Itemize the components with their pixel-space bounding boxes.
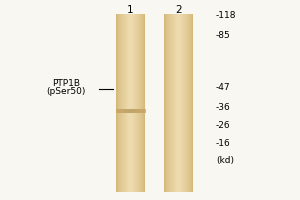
Bar bbox=[121, 14, 122, 192]
Bar bbox=[139, 14, 140, 192]
Text: -118: -118 bbox=[216, 10, 236, 20]
Bar bbox=[118, 109, 120, 113]
Bar bbox=[135, 109, 136, 113]
Bar bbox=[131, 14, 132, 192]
Bar bbox=[125, 14, 126, 192]
Bar bbox=[134, 14, 135, 192]
Bar bbox=[177, 14, 178, 192]
Bar bbox=[179, 14, 180, 192]
Text: (pSer50): (pSer50) bbox=[46, 87, 86, 96]
Bar bbox=[132, 14, 133, 192]
Bar bbox=[117, 14, 118, 192]
Bar bbox=[130, 109, 132, 113]
Bar bbox=[129, 14, 130, 192]
Bar bbox=[116, 109, 117, 113]
Bar bbox=[185, 14, 186, 192]
Bar bbox=[174, 14, 175, 192]
Text: -47: -47 bbox=[216, 83, 231, 92]
Bar bbox=[136, 109, 138, 113]
Bar bbox=[127, 14, 128, 192]
Bar bbox=[142, 109, 144, 113]
Text: 2: 2 bbox=[175, 5, 182, 15]
Bar bbox=[119, 14, 120, 192]
Bar bbox=[130, 14, 131, 192]
Bar bbox=[129, 109, 130, 113]
Bar bbox=[192, 14, 193, 192]
Bar bbox=[120, 109, 122, 113]
Bar bbox=[140, 14, 141, 192]
Bar bbox=[189, 14, 190, 192]
Bar bbox=[166, 14, 167, 192]
Bar bbox=[126, 109, 128, 113]
Text: PTP1B: PTP1B bbox=[52, 78, 80, 88]
Bar bbox=[144, 14, 145, 192]
Bar bbox=[165, 14, 166, 192]
Bar bbox=[123, 14, 124, 192]
Bar bbox=[183, 14, 184, 192]
Bar bbox=[170, 14, 171, 192]
Bar bbox=[124, 109, 126, 113]
Text: -85: -85 bbox=[216, 30, 231, 40]
Bar bbox=[126, 14, 127, 192]
Bar bbox=[116, 14, 117, 192]
Bar bbox=[117, 109, 118, 113]
Bar bbox=[144, 109, 146, 113]
Bar bbox=[187, 14, 188, 192]
Text: 1: 1 bbox=[127, 5, 134, 15]
Bar bbox=[123, 109, 124, 113]
Text: (kd): (kd) bbox=[216, 156, 234, 164]
Bar bbox=[122, 14, 123, 192]
Bar bbox=[186, 14, 187, 192]
Bar bbox=[120, 14, 121, 192]
Bar bbox=[134, 109, 135, 113]
Bar bbox=[181, 14, 182, 192]
Bar bbox=[143, 14, 144, 192]
Bar bbox=[133, 14, 134, 192]
Bar bbox=[138, 109, 140, 113]
Bar bbox=[168, 14, 169, 192]
Bar bbox=[164, 14, 165, 192]
Bar bbox=[142, 14, 143, 192]
Text: -16: -16 bbox=[216, 138, 231, 147]
Bar bbox=[128, 109, 129, 113]
Bar bbox=[188, 14, 189, 192]
Bar bbox=[173, 14, 174, 192]
Bar bbox=[138, 14, 139, 192]
Bar bbox=[171, 14, 172, 192]
Bar bbox=[128, 14, 129, 192]
Bar bbox=[191, 14, 192, 192]
Bar bbox=[190, 14, 191, 192]
Bar bbox=[118, 14, 119, 192]
Bar bbox=[140, 109, 141, 113]
Bar bbox=[180, 14, 181, 192]
Text: -26: -26 bbox=[216, 120, 231, 130]
Bar bbox=[176, 14, 177, 192]
Bar bbox=[122, 109, 123, 113]
Text: -36: -36 bbox=[216, 102, 231, 112]
Bar bbox=[132, 109, 134, 113]
Bar bbox=[182, 14, 183, 192]
Bar bbox=[137, 14, 138, 192]
Bar bbox=[167, 14, 168, 192]
Bar bbox=[141, 109, 142, 113]
Bar bbox=[169, 14, 170, 192]
Bar bbox=[135, 14, 136, 192]
Bar bbox=[178, 14, 179, 192]
Bar bbox=[124, 14, 125, 192]
Bar bbox=[141, 14, 142, 192]
Bar bbox=[172, 14, 173, 192]
Bar bbox=[136, 14, 137, 192]
Bar bbox=[175, 14, 176, 192]
Bar bbox=[184, 14, 185, 192]
Bar bbox=[118, 14, 119, 192]
